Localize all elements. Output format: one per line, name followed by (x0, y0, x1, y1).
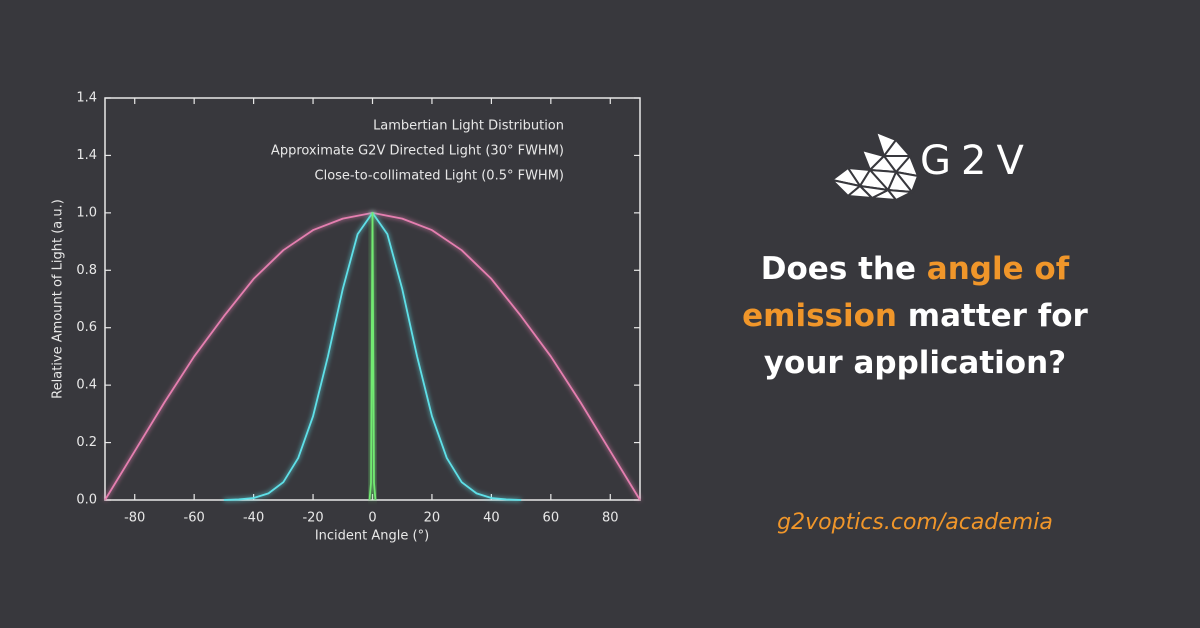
x-tick-label: -60 (184, 511, 205, 526)
brand-logo (828, 130, 920, 202)
headline-text: Does the (760, 251, 916, 287)
y-tick-label: 1.4 (76, 148, 97, 163)
x-tick-label: 40 (483, 511, 500, 526)
headline-highlight: angle of (926, 251, 1070, 287)
series-line (368, 211, 377, 501)
y-axis-label: Relative Amount of Light (a.u.) (51, 199, 66, 399)
legend-label: Close-to-collimated Light (0.5° FWHM) (315, 169, 564, 184)
x-tick-label: 20 (424, 511, 441, 526)
x-tick-label: 60 (543, 511, 560, 526)
y-tick-label: 0.4 (76, 378, 97, 393)
legend-label: Lambertian Light Distribution (373, 119, 564, 134)
headline-line: Does the angle of (720, 246, 1110, 293)
x-tick-label: -20 (302, 511, 323, 526)
x-tick-label: 80 (602, 511, 619, 526)
brand-name: G2V (920, 138, 1034, 184)
x-tick-label: 0 (368, 511, 376, 526)
y-tick-label: 0.0 (76, 493, 97, 508)
x-tick-label: -80 (124, 511, 145, 526)
y-tick-label: 1.4 (76, 91, 97, 106)
headline-line: your application? (720, 340, 1110, 387)
y-tick-label: 0.6 (76, 320, 97, 335)
y-tick-label: 1.0 (76, 205, 97, 220)
y-tick-label: 0.8 (76, 263, 97, 278)
headline-text: your application? (763, 345, 1067, 381)
headline: Does the angle of emission matter for yo… (720, 246, 1110, 387)
url[interactable]: g2voptics.com/academia (777, 510, 1053, 535)
x-axis-label: Incident Angle (°) (315, 529, 429, 544)
y-tick-label: 0.2 (76, 435, 97, 450)
chart: Incident Angle (°) Relative Amount of Li… (51, 91, 641, 544)
headline-highlight: emission (742, 298, 897, 334)
x-tick-label: -40 (243, 511, 264, 526)
headline-text: matter for (907, 298, 1088, 334)
headline-line: emission matter for (720, 293, 1110, 340)
legend-label: Approximate G2V Directed Light (30° FWHM… (271, 144, 564, 159)
